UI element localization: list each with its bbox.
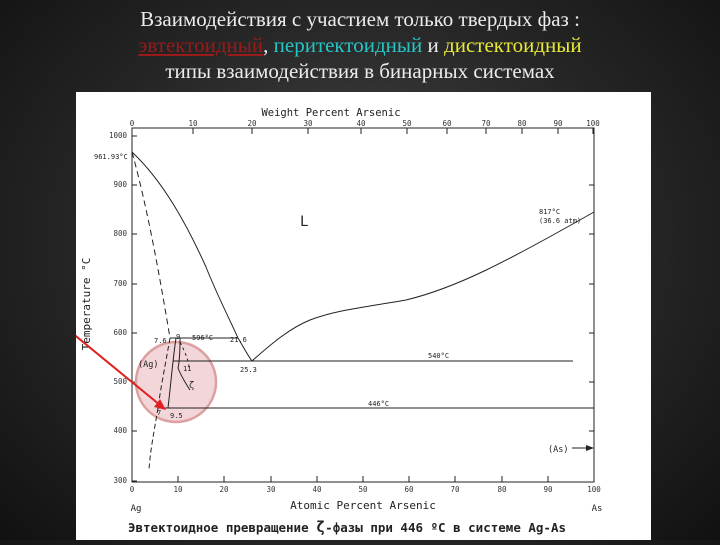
top-tick-label: 100 — [586, 119, 600, 128]
zeta-phase-label: ζ — [189, 381, 194, 391]
as-phase-label: (As) — [548, 445, 568, 455]
top-tick-label: 20 — [247, 119, 257, 128]
comp-7-label: 7 — [157, 409, 161, 417]
title-distectoid: дистектоидный — [444, 33, 582, 57]
zeta-right-boundary — [177, 337, 191, 391]
bottom-tick-label: 0 — [130, 485, 135, 494]
comp-9-label: 9 — [176, 333, 180, 341]
slide-title: Взаимодействия с участием только твердых… — [0, 6, 720, 84]
y-tick-label: 600 — [113, 328, 127, 337]
ag-element-label: Ag — [131, 504, 142, 514]
top-tick-label: 10 — [188, 119, 198, 128]
title-line-3: типы взаимодействия в бинарных системах — [165, 59, 555, 83]
y-tick-labels: 1000 900 800 700 600 500 400 300 — [109, 131, 128, 485]
y-tick-label: 400 — [113, 426, 127, 435]
top-tick-label: 70 — [481, 119, 491, 128]
bottom-tick-label: 20 — [219, 485, 229, 494]
solidus-line — [131, 151, 171, 339]
pointer-arrow-head — [154, 399, 166, 410]
bottom-axis-label: Atomic Percent Arsenic — [290, 499, 436, 512]
top-tick-label: 40 — [356, 119, 366, 128]
title-peritectoid: перитектоидный — [273, 33, 423, 57]
eutectoid-temp-label: 446°C — [368, 400, 389, 408]
top-tick-label: 0 — [130, 119, 135, 128]
y-tick-label: 1000 — [109, 131, 128, 140]
y-tick-label: 300 — [113, 476, 127, 485]
y-tick-label: 900 — [113, 180, 127, 189]
peritectic-temp-label: 596°C — [192, 334, 213, 342]
ag-melt-label: 961.93°C — [94, 153, 128, 161]
zeta-left-boundary — [167, 337, 177, 409]
caption-pre: Эвтектоидное превращение — [128, 520, 316, 535]
bottom-tick-label: 90 — [543, 485, 553, 494]
phase-boundaries — [131, 151, 595, 471]
as-arrow-head — [586, 445, 594, 451]
eut-comp-min-label: 25.3 — [240, 366, 257, 374]
bottom-tick-label: 30 — [266, 485, 276, 494]
top-tick-labels: 0 10 20 30 40 50 60 70 80 90 100 — [130, 119, 601, 128]
top-tick-label: 80 — [517, 119, 527, 128]
as-melt-label-1: 817°C — [539, 208, 560, 216]
diagram-labels: 961.93°C 817°C (36.6 atm) 21.6 596°C 25.… — [94, 153, 581, 420]
bottom-tick-label: 60 — [404, 485, 414, 494]
top-axis-ticks — [131, 128, 594, 134]
eut-comp-left-label: 21.6 — [230, 336, 247, 344]
top-axis-label: Weight Percent Arsenic — [261, 107, 400, 119]
title-and: и — [422, 33, 445, 57]
caption-post: -фазы при 446 ºC в системе Ag-As — [325, 520, 566, 535]
phase-diagram-panel: Weight Percent Arsenic Atomic Percent Ar… — [0, 92, 651, 540]
bottom-tick-label: 100 — [587, 485, 601, 494]
y-axis-label: Temperature °C — [80, 258, 93, 351]
phase-diagram-svg: Weight Percent Arsenic Atomic Percent Ar… — [0, 107, 603, 536]
left-axis-ticks — [132, 135, 137, 482]
eut-temp-label: 540°C — [428, 352, 449, 360]
ag-solvus-lower-line — [148, 407, 159, 471]
top-tick-label: 30 — [303, 119, 313, 128]
comp-7-6-label: 7.6 — [154, 337, 167, 345]
as-element-label: As — [592, 504, 603, 514]
right-axis-ticks — [589, 184, 594, 432]
title-line-1: Взаимодействия с участием только твердых… — [140, 7, 580, 31]
y-tick-label: 500 — [113, 377, 127, 386]
bottom-axis-ticks — [131, 476, 595, 482]
bottom-tick-label: 40 — [312, 485, 322, 494]
bottom-tick-label: 10 — [173, 485, 183, 494]
title-separator: , — [263, 33, 274, 57]
diagram-caption: Эвтектоидное превращение ζ-фазы при 446 … — [128, 518, 566, 536]
liquidus-left-line — [131, 151, 239, 339]
bottom-tick-labels: 0 10 20 30 40 50 60 70 80 90 100 — [130, 485, 602, 494]
y-tick-label: 700 — [113, 279, 127, 288]
comp-11-label: 11 — [183, 365, 191, 373]
title-eutectoid: эвтектоидный — [138, 33, 264, 57]
liquidus-right-line — [251, 211, 595, 362]
top-tick-label: 50 — [402, 119, 412, 128]
top-tick-label: 90 — [553, 119, 563, 128]
top-tick-label: 60 — [442, 119, 452, 128]
comp-9-5-label: 9.5 — [170, 412, 183, 420]
as-melt-label-2: (36.6 atm) — [539, 217, 581, 225]
liquidus-to-eutectic-line — [237, 337, 253, 362]
bottom-tick-label: 80 — [497, 485, 507, 494]
bottom-tick-label: 50 — [358, 485, 368, 494]
plot-frame — [131, 127, 595, 483]
liquid-label: L — [300, 214, 308, 230]
bottom-tick-label: 70 — [450, 485, 460, 494]
title-line-2: эвтектоидный, перитектоидный и дистектои… — [0, 32, 720, 58]
ag-phase-label: (Ag) — [138, 360, 158, 370]
zeta-dashed-line — [179, 341, 190, 369]
caption-zeta: ζ — [316, 518, 325, 536]
highlight-circle — [134, 340, 218, 424]
y-tick-label: 800 — [113, 229, 127, 238]
